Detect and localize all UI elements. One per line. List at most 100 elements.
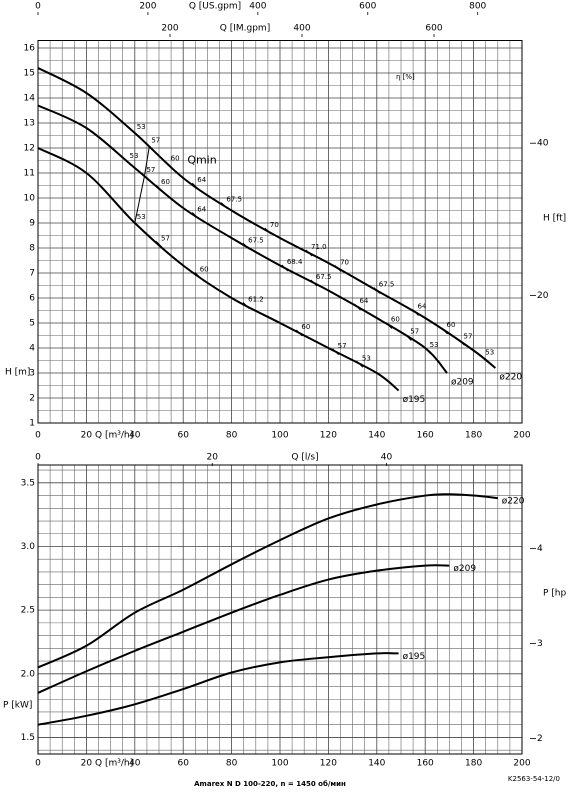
efficiency-label: 53: [430, 341, 439, 349]
curve: [37, 652, 399, 726]
efficiency-tick: [305, 249, 313, 257]
x-tick-label: 20: [81, 431, 93, 441]
efficiency-label: 68.4: [287, 258, 303, 266]
top-tick-label: 40: [381, 453, 393, 463]
y-tick-label: 8: [29, 244, 35, 254]
efficiency-tick: [332, 348, 340, 356]
x-tick-label: 80: [226, 431, 238, 441]
top-axis-title: Q [US.gpm]: [189, 2, 241, 12]
curve-label: ø195: [403, 652, 426, 662]
efficiency-tick: [155, 184, 163, 192]
top-tick-label: 200: [161, 24, 178, 34]
y-tick-label: 9: [29, 219, 35, 229]
y2-tick-label: 20: [537, 291, 549, 301]
y-tick-label: 5: [29, 319, 35, 329]
efficiency-label: 60: [171, 155, 180, 163]
y-tick-label: 7: [29, 269, 35, 279]
curve: [37, 493, 498, 669]
eta-label: η [%]: [396, 73, 415, 81]
efficiency-label: 57: [464, 332, 473, 340]
efficiency-label: 70: [270, 221, 279, 229]
top-tick-label: 400: [293, 24, 310, 34]
plot-frame: [37, 464, 523, 755]
x-tick-label: 40: [129, 431, 141, 441]
efficiency-tick: [131, 129, 139, 137]
efficiency-tick: [194, 271, 202, 279]
efficiency-tick: [242, 242, 250, 250]
efficiency-label: 67.5: [248, 236, 264, 244]
y-tick-label: 3: [29, 369, 35, 379]
efficiency-tick: [441, 327, 448, 335]
efficiency-tick: [124, 158, 131, 166]
x-tick-label: 200: [513, 431, 530, 441]
y2-tick-label: 40: [537, 139, 549, 149]
efficiency-tick: [354, 303, 361, 311]
top-tick-label: 0: [35, 453, 41, 463]
curve-label: ø209: [453, 564, 476, 574]
efficiency-label: 53: [137, 213, 146, 221]
efficiency-label: 57: [410, 328, 419, 336]
y-tick-label: 3.5: [21, 478, 35, 488]
x-tick-label: 100: [271, 431, 288, 441]
x-tick-label: 180: [465, 759, 482, 769]
x-tick-label: 120: [320, 759, 337, 769]
y-tick-label: 10: [24, 194, 36, 204]
efficiency-label: 57: [146, 166, 155, 174]
efficiency-label: 64: [197, 176, 206, 184]
curve: [37, 67, 497, 369]
y-tick-label: 2.5: [21, 606, 35, 616]
y-axis-title: P [kW]: [3, 701, 32, 711]
efficiency-label: 57: [151, 137, 160, 145]
curve: [37, 564, 450, 694]
efficiency-label: 67.5: [316, 273, 332, 281]
efficiency-tick: [373, 287, 381, 294]
y-tick-label: 2: [29, 394, 35, 404]
y-tick-label: 1.5: [21, 733, 35, 743]
efficiency-tick: [458, 339, 465, 346]
top-tick-label: 600: [425, 24, 442, 34]
y-tick-label: 12: [24, 144, 35, 154]
y-tick-label: 3.0: [21, 542, 36, 552]
curve-label: ø220: [502, 497, 525, 507]
efficiency-label: 60: [200, 265, 209, 273]
x-tick-label: 160: [417, 759, 434, 769]
curve-label: ø209: [451, 378, 474, 388]
efficiency-label: 53: [485, 348, 494, 356]
top-tick-label: 0: [35, 2, 41, 12]
x-tick-label: 60: [177, 759, 189, 769]
plot-frame: [37, 40, 523, 424]
y-tick-label: 11: [24, 169, 35, 179]
top-axis-title: Q [l/s]: [291, 453, 318, 463]
x-tick-label: 40: [129, 759, 141, 769]
efficiency-label: 64: [359, 297, 368, 305]
top-tick-label: 800: [469, 2, 486, 12]
efficiency-tick: [424, 347, 431, 355]
curve-label: ø220: [499, 373, 522, 383]
y2-tick-label: 2: [537, 734, 543, 744]
efficiency-tick: [310, 279, 318, 287]
efficiency-label: 67.5: [226, 196, 242, 204]
x-tick-label: 20: [81, 759, 93, 769]
curve: [37, 104, 448, 374]
y-tick-label: 14: [24, 94, 36, 104]
y2-tick-label: 3: [537, 639, 543, 649]
efficiency-label: 53: [130, 152, 139, 160]
efficiency-tick: [479, 354, 487, 362]
efficiency-tick: [296, 329, 303, 337]
efficiency-label: 57: [338, 342, 347, 350]
efficiency-label: 60: [447, 321, 456, 329]
top-tick-label: 20: [206, 453, 218, 463]
efficiency-tick: [356, 360, 364, 368]
efficiency-tick: [165, 161, 173, 168]
efficiency-label: 53: [362, 354, 371, 362]
efficiency-label: 67.5: [379, 281, 395, 289]
y-axis-title: H [m]: [5, 368, 30, 378]
y-tick-label: 4: [29, 344, 35, 354]
top-axis-title: Q [IM.gpm]: [220, 24, 270, 34]
y-tick-label: 15: [24, 69, 35, 79]
y-tick-label: 2.0: [21, 669, 36, 679]
efficiency-tick: [412, 309, 419, 316]
x-tick-label: 160: [417, 431, 434, 441]
efficiency-tick: [191, 212, 199, 219]
